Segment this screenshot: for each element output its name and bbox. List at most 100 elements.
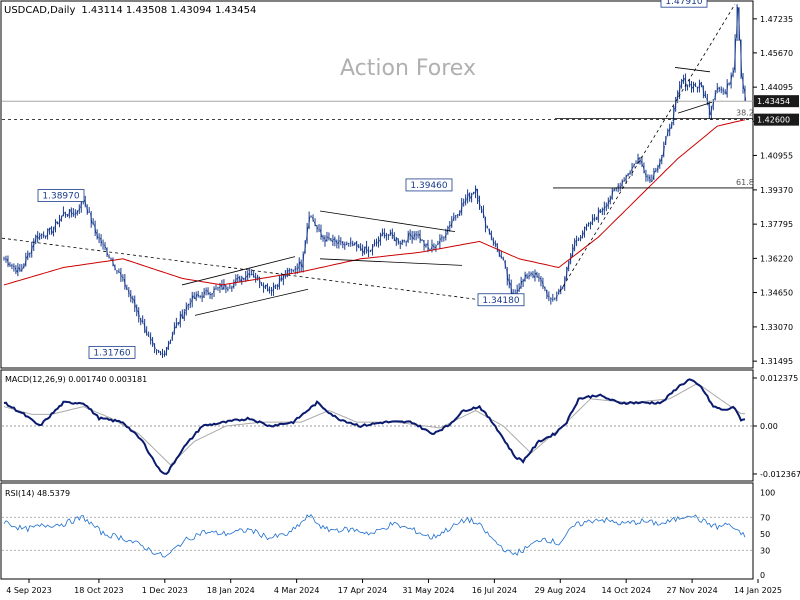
candle-body — [266, 284, 269, 291]
candle-body — [575, 239, 578, 242]
candle-body — [482, 210, 485, 218]
candle-body — [630, 166, 634, 171]
candle-body — [153, 343, 156, 350]
candle-body — [227, 288, 229, 291]
price-tick-label: 1.44095 — [760, 83, 793, 92]
triangle-top — [319, 210, 456, 233]
price-layer — [3, 4, 747, 358]
candle-body — [86, 205, 89, 214]
candle-body — [14, 267, 17, 272]
candle-body — [702, 85, 705, 96]
macd-tick-label: 0.012375 — [760, 374, 798, 383]
candle-body — [413, 234, 416, 240]
candle-body — [648, 177, 651, 182]
candle-body — [175, 322, 178, 328]
candle-body — [310, 215, 312, 217]
candle-body — [537, 276, 540, 279]
candle-body — [712, 100, 715, 107]
price-panel — [0, 0, 754, 369]
candle-body — [548, 295, 550, 298]
candle-body — [480, 207, 483, 211]
candle-body — [60, 215, 63, 221]
candle-body — [530, 272, 533, 275]
macd-line — [3, 378, 746, 475]
candle-body — [668, 127, 671, 132]
candle-body — [302, 253, 305, 268]
candle-body — [318, 228, 320, 231]
candle-body — [617, 185, 620, 188]
candle-body — [676, 92, 679, 99]
candle-body — [636, 158, 640, 164]
candle-body — [20, 268, 23, 272]
candle-body — [488, 228, 491, 235]
candle-body — [139, 318, 142, 322]
candle-body — [268, 289, 271, 292]
candle-body — [323, 237, 327, 242]
candle-body — [256, 276, 259, 279]
candle-body — [466, 194, 469, 200]
candle-body — [56, 221, 59, 225]
candle-body — [185, 306, 188, 312]
candle-body — [460, 203, 463, 213]
candle-body — [401, 239, 404, 245]
candle-body — [490, 233, 493, 239]
candle-body — [230, 286, 233, 289]
candle-body — [498, 249, 501, 257]
candle-body — [187, 303, 190, 307]
candle-body — [468, 193, 471, 199]
candle-body — [654, 170, 657, 172]
candle-body — [694, 83, 697, 88]
candle-body — [167, 342, 170, 349]
candle-body — [533, 272, 537, 278]
candle-body — [149, 336, 152, 341]
candle-body — [678, 86, 681, 94]
price-tick-label: 1.36220 — [760, 254, 793, 263]
time-tick-label: 16 Jul 2024 — [472, 586, 517, 595]
rsi-panel — [0, 482, 754, 580]
candle-body — [549, 297, 552, 300]
macd-title: MACD(12,26,9) 0.001740 0.003181 — [5, 375, 147, 384]
rsi-tick-label: 0 — [760, 571, 765, 580]
candle-body — [311, 217, 315, 222]
macd-panel — [0, 369, 754, 482]
candle-body — [591, 218, 594, 225]
candle-body — [603, 206, 606, 211]
candle-body — [189, 302, 192, 305]
candle-body — [522, 279, 525, 283]
annotation-3-label: 1.39460 — [410, 181, 447, 191]
watermark: Action Forex — [340, 56, 476, 81]
annotation-4-box — [477, 293, 525, 307]
candle-body — [52, 227, 55, 233]
time-tick-label: 31 May 2024 — [402, 586, 454, 595]
candle-body — [567, 261, 570, 269]
candle-body — [347, 242, 350, 245]
candle-body — [242, 277, 245, 280]
candle-body — [644, 173, 648, 178]
candle-body — [452, 216, 455, 221]
candle-body — [197, 293, 200, 297]
candle-body — [573, 240, 576, 249]
candle-body — [319, 229, 323, 237]
candle-body — [424, 243, 428, 247]
candle-body — [98, 236, 101, 239]
annotation-2-label: 1.31760 — [93, 348, 130, 358]
candle-body — [627, 173, 630, 176]
candle-body — [642, 165, 646, 173]
candle-body — [670, 121, 673, 129]
price-tick-label: 1.40955 — [760, 151, 793, 160]
candle-body — [539, 277, 542, 282]
candle-body — [250, 273, 253, 276]
candle-body — [446, 226, 449, 233]
candle-body — [430, 244, 434, 249]
candle-body — [224, 285, 227, 289]
candle-body — [710, 106, 713, 116]
candle-body — [179, 314, 182, 325]
candle-body — [203, 291, 206, 298]
candle-body — [252, 274, 255, 278]
candle-body — [64, 212, 67, 216]
candle-body — [597, 210, 600, 220]
candle-body — [609, 197, 612, 202]
candle-body — [199, 295, 202, 298]
candle-body — [454, 214, 457, 217]
fib-618-label: 61.8 — [736, 178, 754, 187]
